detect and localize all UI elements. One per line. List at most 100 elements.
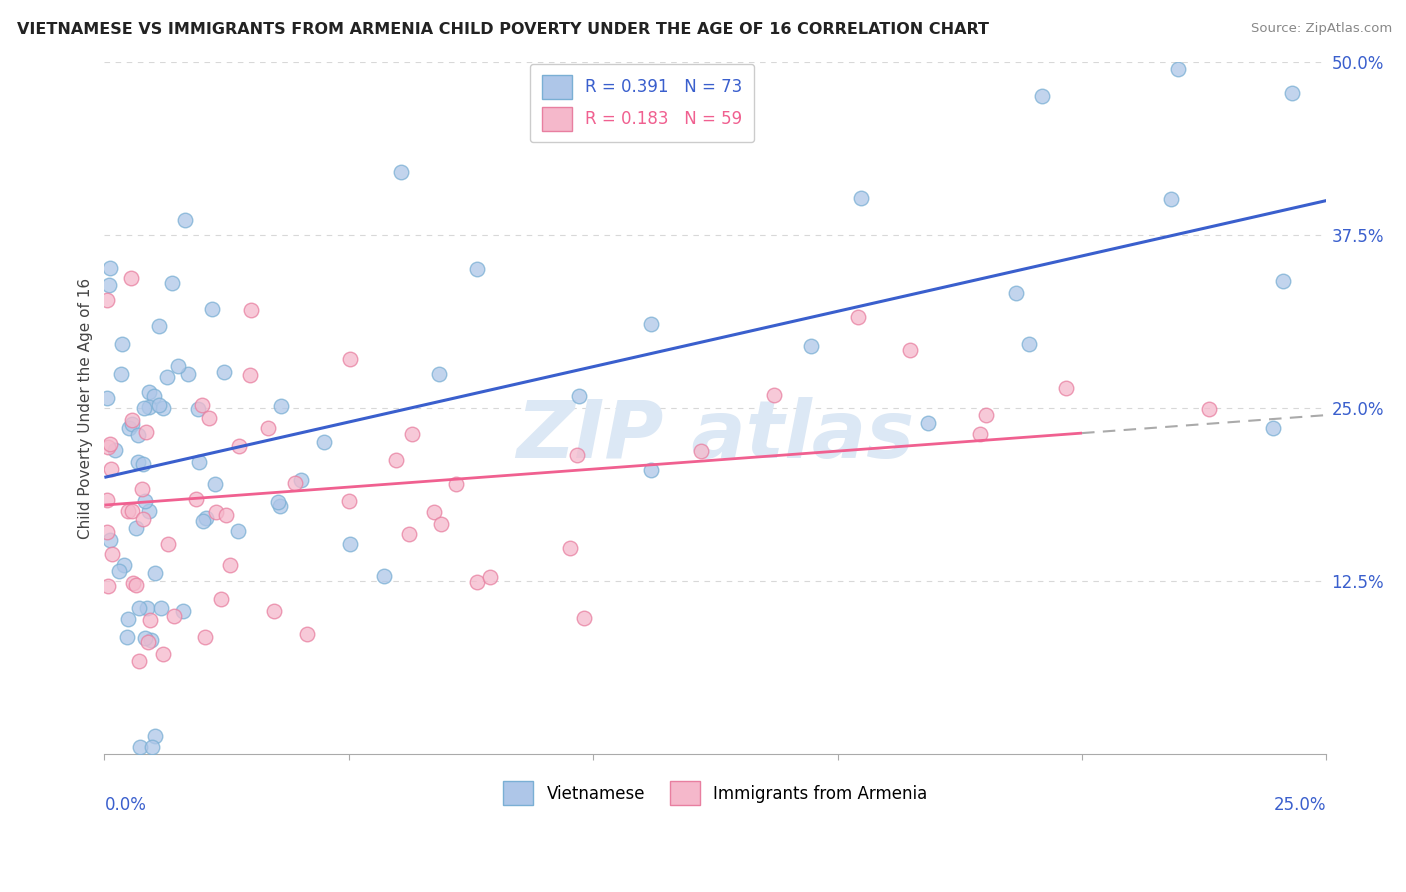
Point (1167, 62, 1189, 76)
Point (339, 351, 361, 366)
Point (100, 462, 122, 476)
Point (98, 437, 121, 451)
Point (96, 579, 118, 593)
Point (389, 165, 412, 179)
Point (156, 369, 179, 384)
Point (1018, 337, 1040, 351)
Point (128, 654, 150, 668)
Point (134, 494, 156, 508)
Point (136, 635, 159, 649)
Point (108, 564, 131, 578)
Point (851, 191, 873, 205)
Point (174, 213, 197, 227)
Point (135, 601, 157, 615)
Text: ZIP atlas: ZIP atlas (516, 397, 914, 475)
Point (240, 302, 263, 317)
Point (148, 319, 170, 334)
Point (121, 503, 143, 517)
Point (444, 476, 467, 491)
Point (121, 417, 143, 431)
Point (148, 398, 170, 412)
Point (187, 454, 209, 468)
Point (98, 260, 121, 275)
Y-axis label: Child Poverty Under the Age of 16: Child Poverty Under the Age of 16 (79, 277, 93, 539)
Point (572, 611, 595, 625)
Point (800, 339, 823, 353)
Point (269, 499, 291, 513)
Point (167, 359, 190, 374)
Point (128, 600, 150, 615)
Point (763, 388, 786, 402)
Point (98, 278, 121, 293)
Point (398, 526, 420, 541)
Point (284, 475, 307, 490)
Point (568, 389, 591, 403)
Point (226, 524, 249, 538)
Point (290, 473, 312, 487)
Point (337, 494, 360, 508)
Point (270, 399, 292, 413)
Point (121, 412, 143, 426)
Point (132, 401, 155, 415)
Point (117, 612, 139, 626)
Point (186, 491, 208, 506)
Point (190, 398, 212, 412)
Point (134, 632, 156, 646)
Point (96, 293, 118, 307)
Point (187, 401, 209, 416)
Text: Source: ZipAtlas.com: Source: ZipAtlas.com (1251, 22, 1392, 36)
Point (640, 463, 662, 477)
Point (690, 444, 713, 458)
Point (139, 632, 162, 647)
Point (465, 262, 488, 277)
Point (152, 647, 174, 661)
Point (177, 368, 200, 382)
Point (429, 517, 451, 532)
Point (125, 577, 148, 591)
Point (1054, 381, 1077, 395)
Point (96, 524, 118, 539)
Point (209, 591, 232, 606)
Point (267, 495, 290, 509)
Point (314, 435, 336, 450)
Point (846, 310, 869, 324)
Point (98, 533, 121, 547)
Point (212, 365, 235, 379)
Point (401, 427, 423, 442)
Point (640, 317, 662, 331)
Point (1271, 274, 1294, 288)
Point (110, 368, 132, 382)
Point (132, 511, 155, 525)
Point (263, 604, 285, 618)
Text: 0.0%: 0.0% (104, 796, 146, 814)
Point (384, 453, 406, 467)
Point (157, 537, 180, 551)
Point (898, 343, 921, 358)
Point (969, 426, 991, 441)
Point (141, 740, 163, 755)
Point (339, 537, 361, 551)
Point (131, 482, 153, 496)
Point (558, 541, 581, 556)
Point (138, 504, 160, 518)
Point (257, 421, 280, 435)
Point (104, 442, 127, 457)
Point (117, 630, 139, 644)
Point (163, 608, 186, 623)
Point (96, 392, 118, 406)
Point (974, 408, 997, 422)
Point (194, 630, 217, 644)
Point (138, 401, 160, 415)
Point (125, 521, 148, 535)
Point (160, 277, 183, 291)
Point (152, 401, 174, 415)
Point (132, 457, 155, 471)
Text: 25.0%: 25.0% (1274, 796, 1326, 814)
Point (145, 566, 167, 580)
Text: VIETNAMESE VS IMMIGRANTS FROM ARMENIA CHILD POVERTY UNDER THE AGE OF 16 CORRELAT: VIETNAMESE VS IMMIGRANTS FROM ARMENIA CH… (17, 22, 988, 37)
Point (127, 428, 149, 442)
Point (423, 505, 446, 519)
Point (117, 504, 139, 518)
Point (127, 455, 149, 469)
Legend: Vietnamese, Immigrants from Armenia: Vietnamese, Immigrants from Armenia (494, 772, 938, 815)
